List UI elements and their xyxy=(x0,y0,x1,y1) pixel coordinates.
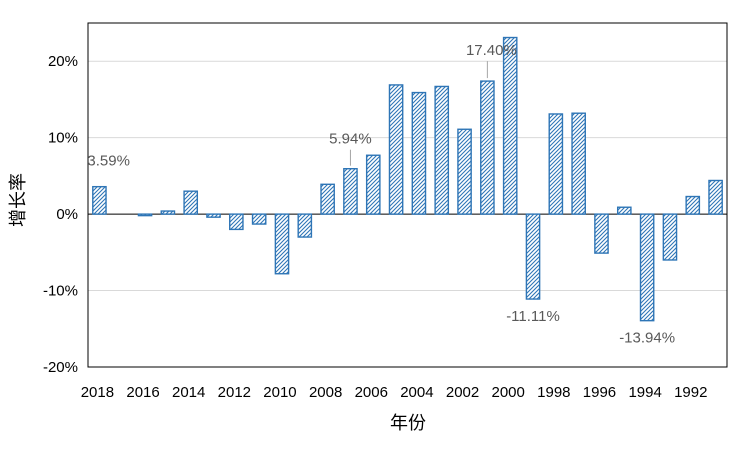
bar-2002 xyxy=(457,128,472,215)
y-tick-label: -20% xyxy=(43,359,78,376)
x-tick-label: 2000 xyxy=(492,384,525,401)
bar-2005 xyxy=(388,84,404,215)
bar-2007 xyxy=(343,168,358,215)
x-tick-label: 2016 xyxy=(126,384,159,401)
y-axis-title: 增长率 xyxy=(8,173,29,227)
bar-2000 xyxy=(502,36,518,215)
x-tick-label: 2010 xyxy=(263,384,296,401)
x-tick-label: 1996 xyxy=(583,384,616,401)
x-tick-label: 2008 xyxy=(309,384,342,401)
annotation-2007: 5.94% xyxy=(329,131,372,148)
bar-2012 xyxy=(229,213,244,231)
x-tick-label: 2006 xyxy=(355,384,388,401)
bar-2006 xyxy=(365,154,381,215)
data-annotations: 3.59% 5.94% 17.40% -11.11% -13.94% xyxy=(87,42,675,347)
bar-2014 xyxy=(183,190,199,215)
bar-1991 xyxy=(708,179,723,215)
x-tick-label: 1994 xyxy=(628,384,661,401)
bar-2015 xyxy=(160,210,176,215)
x-tick-label: 2018 xyxy=(81,384,114,401)
bar-1997 xyxy=(571,112,586,215)
bars xyxy=(92,36,723,322)
bar-2011 xyxy=(251,213,267,225)
x-tick-label: 2012 xyxy=(218,384,251,401)
x-tick-label: 1998 xyxy=(537,384,570,401)
y-tick-label: 20% xyxy=(48,53,78,70)
x-tick-label: 1992 xyxy=(674,384,707,401)
bar-2001 xyxy=(480,80,495,215)
bar-2018 xyxy=(92,185,107,215)
y-tick-label: 10% xyxy=(48,130,78,147)
annotation-2018: 3.59% xyxy=(87,153,130,170)
bar-1999 xyxy=(525,213,541,300)
bar-2009 xyxy=(297,213,313,238)
x-tick-label: 2002 xyxy=(446,384,479,401)
bar-1993 xyxy=(662,213,678,261)
bar-1994 xyxy=(639,213,655,322)
bar-2016 xyxy=(137,213,153,217)
x-axis-title: 年份 xyxy=(390,413,426,434)
x-axis-tick-labels: 2018 2016 2014 2012 2010 2008 2006 2004 2002 2000… xyxy=(81,384,708,401)
x-tick-label: 2004 xyxy=(400,384,433,401)
annotation-2001: 17.40% xyxy=(466,42,517,59)
y-tick-label: 0% xyxy=(56,206,78,223)
annotation-1999: -11.11% xyxy=(506,308,560,325)
bar-1992 xyxy=(685,195,701,215)
bar-2004 xyxy=(411,91,427,215)
bar-2010 xyxy=(274,213,290,275)
bar-1996 xyxy=(594,213,609,254)
bar-2003 xyxy=(434,85,450,215)
x-tick-label: 2014 xyxy=(172,384,205,401)
bar-2008 xyxy=(320,183,335,215)
plot-area-border xyxy=(87,22,728,368)
bar-2013 xyxy=(206,213,221,218)
bar-1998 xyxy=(548,113,564,215)
bar-1995 xyxy=(616,206,632,215)
y-tick-label: -10% xyxy=(43,283,78,300)
annotation-1994: -13.94% xyxy=(619,330,675,347)
y-axis-tick-labels: -20% -10% 0% 10% 20% xyxy=(43,53,78,376)
